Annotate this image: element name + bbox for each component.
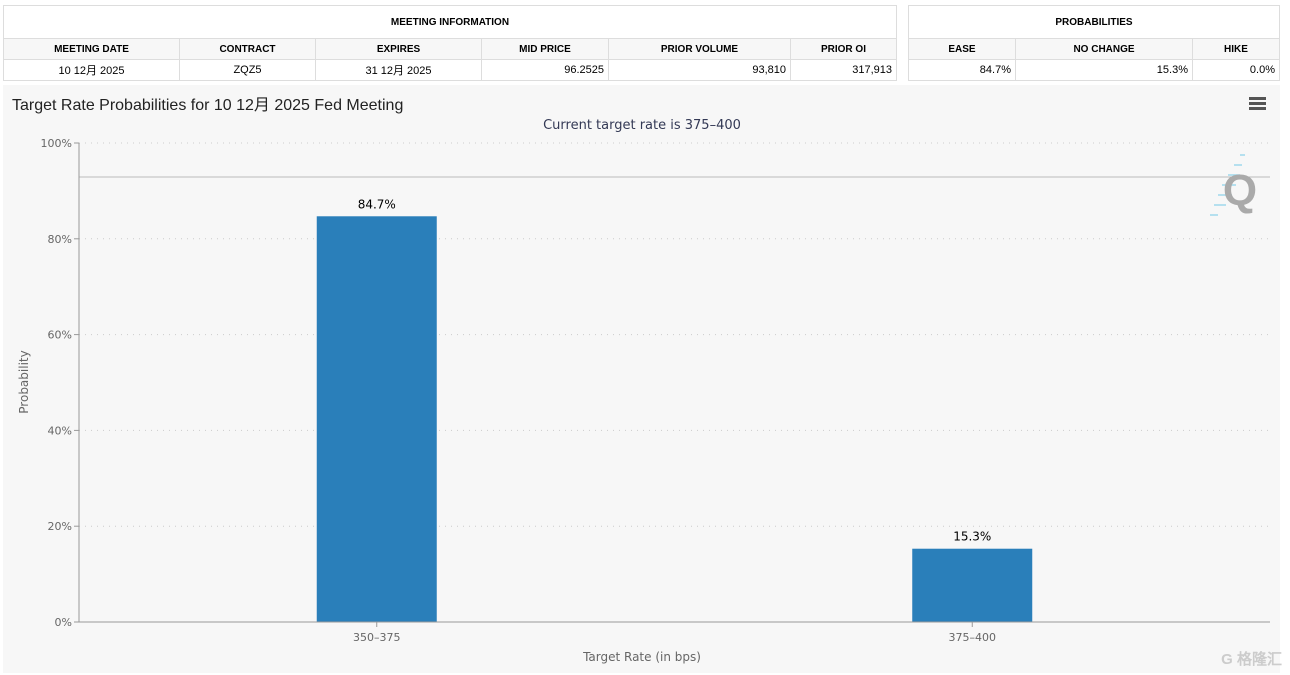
probabilities-title: PROBABILITIES <box>908 5 1280 39</box>
data-label: 84.7% <box>358 197 396 211</box>
x-axis-label: Target Rate (in bps) <box>582 650 701 664</box>
chart-menu-button[interactable] <box>1249 97 1266 111</box>
x-tick-label: 350–375 <box>353 631 401 644</box>
meeting-information-title: MEETING INFORMATION <box>3 5 897 39</box>
header-no-change: NO CHANGE <box>1015 38 1193 60</box>
header-mid-price: MID PRICE <box>481 38 609 60</box>
y-axis-label: Probability <box>17 350 31 413</box>
data-label: 15.3% <box>953 530 991 544</box>
bar[interactable] <box>316 216 437 623</box>
svg-text:Q: Q <box>1223 166 1257 215</box>
y-tick-label: 100% <box>41 137 72 150</box>
mid-price-value: 96.2525 <box>481 59 609 81</box>
y-tick-label: 20% <box>48 520 72 533</box>
x-tick-label: 375–400 <box>949 631 997 644</box>
chart-container <box>3 85 1280 673</box>
hike-value: 0.0% <box>1192 59 1280 81</box>
y-tick-label: 0% <box>55 616 72 629</box>
meeting-information-table: MEETING INFORMATION MEETING DATE CONTRAC… <box>3 5 897 81</box>
header-ease: EASE <box>908 38 1016 60</box>
expires-value: 31 12月 2025 <box>315 59 482 81</box>
prior-volume-value: 93,810 <box>608 59 791 81</box>
y-tick-label: 60% <box>48 329 72 342</box>
header-hike: HIKE <box>1192 38 1280 60</box>
y-tick-label: 40% <box>48 424 72 437</box>
hamburger-icon <box>1249 97 1266 100</box>
meeting-date-value: 10 12月 2025 <box>3 59 180 81</box>
chart-subtitle: Current target rate is 375–400 <box>543 118 741 133</box>
contract-value: ZQZ5 <box>179 59 316 81</box>
chart-title: Target Rate Probabilities for 10 12月 202… <box>12 97 404 114</box>
header-contract: CONTRACT <box>179 38 316 60</box>
header-prior-oi: PRIOR OI <box>790 38 897 60</box>
y-tick-label: 80% <box>48 233 72 246</box>
watermark-q-icon: Q <box>1210 154 1257 216</box>
bar[interactable] <box>912 548 1033 622</box>
prior-oi-value: 317,913 <box>790 59 897 81</box>
watermark-logo: G 格隆汇 <box>1221 651 1282 668</box>
probabilities-table: PROBABILITIES EASE NO CHANGE HIKE 84.7% … <box>908 5 1280 81</box>
